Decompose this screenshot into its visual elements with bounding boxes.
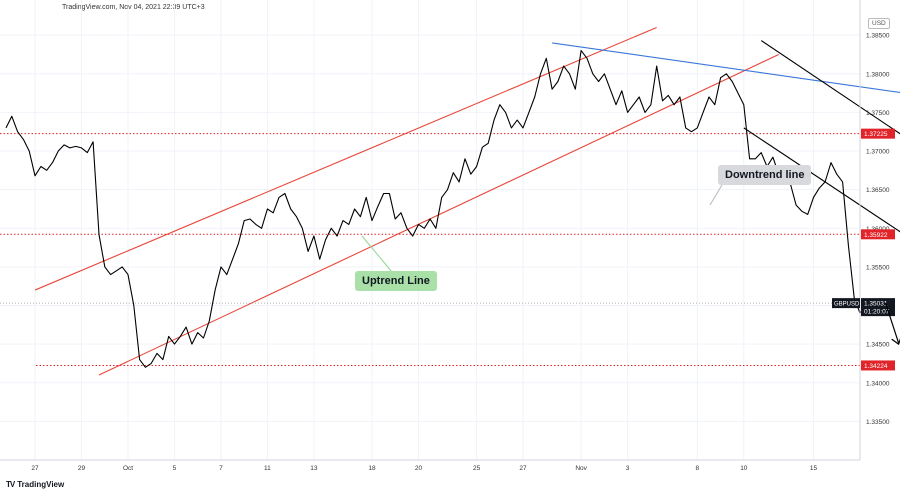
current-price-label: 1.35031 — [864, 301, 888, 308]
x-tick-label: 20 — [415, 465, 423, 472]
current-price-tag — [861, 298, 895, 317]
uptrend-line-label: Uptrend Line — [355, 271, 437, 291]
grid-layer — [0, 0, 860, 460]
y-tick-label: 1.36000 — [866, 226, 890, 233]
x-tick-label: 10 — [740, 465, 748, 472]
trend-line-layer — [34, 26, 900, 376]
x-tick-label: 13 — [310, 465, 318, 472]
uptrend-callout-pointer — [361, 235, 393, 273]
downtrend-callout-pointer — [709, 184, 723, 206]
x-tick-label: 15 — [810, 465, 818, 472]
gbpusd-price-series — [5, 50, 872, 368]
candle-countdown-label: 01:20:07 — [864, 309, 890, 316]
x-tick-label: 18 — [368, 465, 376, 472]
level-price-label: 1.37225 — [864, 131, 888, 138]
resistance-line — [552, 42, 900, 94]
y-tick-label: 1.37500 — [866, 110, 890, 117]
y-tick-label: 1.33500 — [866, 419, 890, 426]
arrow-layer — [885, 302, 900, 346]
chart-watermark-header: TradingView.com, Nov 04, 2021 22:39 UTC+… — [62, 4, 205, 11]
axis-layer: 1.38500 1.38000 1.37500 1.37000 1.36500 1.360… — [0, 0, 895, 472]
y-tick-label: 1.34500 — [866, 342, 890, 349]
x-tick-label: 8 — [696, 465, 700, 472]
channel-upper-line — [34, 26, 657, 291]
projection-arrow-shaft — [885, 302, 900, 344]
y-tick-label: 1.34000 — [866, 380, 890, 387]
y-tick-label: 1.38500 — [866, 33, 890, 40]
tradingview-logo[interactable]: TV TradingView — [6, 480, 64, 489]
x-tick-label: 5 — [173, 465, 177, 472]
y-tick-label: 1.36500 — [866, 187, 890, 194]
symbol-tag: GBPUSD — [834, 302, 860, 308]
level-price-tag — [861, 360, 895, 371]
y-tick-label: 1.35500 — [866, 264, 890, 271]
level-price-tag — [861, 128, 895, 139]
x-tick-label: 11 — [264, 465, 271, 472]
level-layer — [0, 133, 860, 366]
series-layer — [5, 50, 872, 368]
x-tick-label: Oct — [123, 465, 133, 472]
tradingview-logo-icon: TV — [6, 480, 15, 489]
x-tick-label: Nov — [575, 465, 587, 472]
downtrend-line-label: Downtrend line — [718, 165, 812, 185]
x-tick-label: 27 — [31, 465, 39, 472]
x-tick-label: 3 — [626, 465, 630, 472]
y-tick-label: 1.38000 — [866, 71, 890, 78]
downtrend-upper-line — [760, 40, 900, 135]
level-price-tag — [861, 229, 895, 240]
projection-arrow-head — [891, 338, 900, 346]
x-tick-label: 7 — [219, 465, 223, 472]
x-tick-label: 29 — [78, 465, 86, 472]
level-price-label: 1.35922 — [864, 232, 888, 239]
x-tick-label: 25 — [473, 465, 481, 472]
symbol-tag-box — [832, 298, 860, 309]
y-tick-label: 1.37000 — [866, 149, 890, 156]
level-price-label: 1.34224 — [864, 363, 888, 370]
tradingview-logo-text: TradingView — [17, 480, 65, 489]
x-tick-label: 27 — [519, 465, 527, 472]
currency-unit-button[interactable]: USD — [868, 18, 890, 29]
